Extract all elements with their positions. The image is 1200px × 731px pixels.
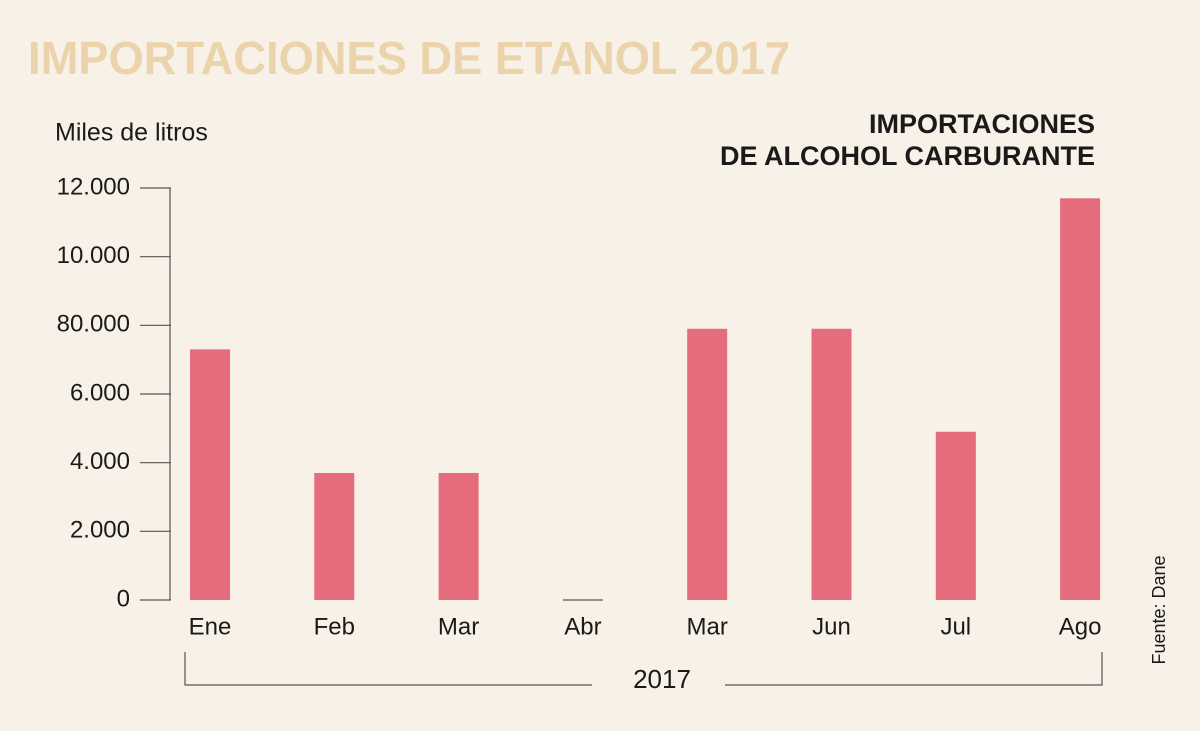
y-axis-label: Miles de litros xyxy=(55,119,208,147)
x-tick-label: Ago xyxy=(1059,613,1102,640)
y-tick-label: 2.000 xyxy=(70,517,130,544)
y-tick-label: 4.000 xyxy=(70,448,130,475)
y-tick-label: 0 xyxy=(117,585,130,612)
y-tick-label: 10.000 xyxy=(57,242,130,269)
bar xyxy=(1060,198,1101,601)
y-tick-label: 6.000 xyxy=(70,379,130,406)
y-tick-label: 80.000 xyxy=(57,311,130,338)
bar xyxy=(438,472,479,600)
x-tick-label: Jul xyxy=(940,613,971,640)
bar xyxy=(190,349,230,600)
bar xyxy=(811,328,852,600)
x-tick-label: Feb xyxy=(314,613,355,640)
bar xyxy=(687,328,728,600)
x-tick-label: Ene xyxy=(189,613,232,640)
x-tick-label: Mar xyxy=(438,613,479,640)
x-axis-label: 2017 xyxy=(633,664,691,694)
subtitle: IMPORTACIONES xyxy=(869,109,1095,139)
x-bracket xyxy=(184,652,1103,686)
subtitle: DE ALCOHOL CARBURANTE xyxy=(720,141,1095,171)
source: Fuente: Dane xyxy=(1149,555,1169,664)
x-tick-label: Jun xyxy=(812,613,851,640)
bar xyxy=(314,472,355,600)
chart-title: IMPORTACIONES DE ETANOL 2017 xyxy=(28,32,790,84)
x-tick-label: Mar xyxy=(687,613,728,640)
y-tick-label: 12.000 xyxy=(57,173,130,200)
bar xyxy=(935,431,976,600)
x-tick-label: Abr xyxy=(564,613,601,640)
